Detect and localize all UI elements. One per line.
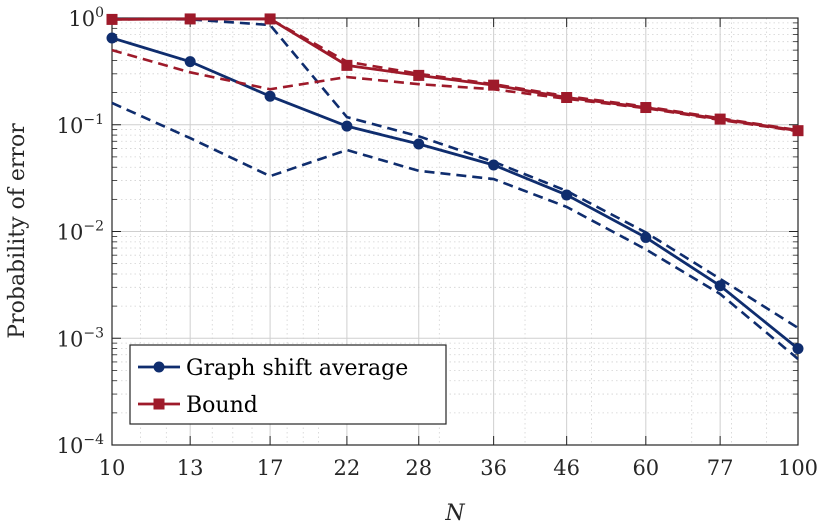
- data-point-bound: [714, 113, 726, 125]
- data-point-bound: [264, 13, 276, 25]
- data-point-graph-shift-average: [640, 231, 652, 243]
- y-tick-label: 10−1: [57, 112, 104, 138]
- data-point-graph-shift-average: [792, 343, 804, 355]
- x-tick-label: 13: [177, 456, 204, 480]
- data-point-graph-shift-average: [106, 32, 118, 44]
- data-point-graph-shift-average: [488, 159, 500, 171]
- x-tick-label: 10: [99, 456, 126, 480]
- x-tick-label: 22: [334, 456, 361, 480]
- x-tick-label: 36: [480, 456, 507, 480]
- x-tick-label: 28: [405, 456, 432, 480]
- series-lower-graph-shift-average: [111, 101, 799, 360]
- x-axis-title: N: [444, 501, 465, 526]
- series-lower-bound: [111, 48, 799, 133]
- data-point-bound: [792, 125, 804, 137]
- series-upper-graph-shift-average: [111, 17, 799, 330]
- legend-label-bound: Bound: [186, 393, 258, 418]
- data-point-bound: [561, 91, 573, 103]
- data-point-bound: [184, 13, 196, 25]
- y-tick-label: 10−2: [57, 219, 104, 245]
- data-point-graph-shift-average: [184, 56, 196, 68]
- data-point-graph-shift-average: [264, 90, 276, 102]
- x-tick-label: 60: [632, 456, 659, 480]
- series-line-graph-shift-average: [111, 36, 799, 350]
- y-tick-label: 100: [68, 5, 104, 31]
- series-upper-bound: [111, 17, 799, 132]
- legend-marker-graph-shift-average: [153, 361, 165, 373]
- data-point-bound: [106, 13, 118, 25]
- x-tick-label: 46: [553, 456, 580, 480]
- legend-box: [129, 344, 447, 425]
- x-tick-label: 17: [257, 456, 284, 480]
- data-point-bound: [640, 102, 652, 114]
- series-layer: [106, 13, 804, 360]
- y-axis-title: Probability of error: [5, 123, 30, 339]
- data-point-bound: [413, 69, 425, 81]
- data-point-graph-shift-average: [561, 189, 573, 201]
- data-point-graph-shift-average: [341, 120, 353, 132]
- y-tick-label: 10−3: [57, 325, 104, 351]
- tick-labels: 100 10−1 10−2 10−3 10−410 13 17 22 28 36 46 60 77 100: [57, 5, 818, 480]
- legend-label-graph-shift-average: Graph shift average: [186, 356, 408, 381]
- data-point-graph-shift-average: [714, 280, 726, 292]
- legend-marker-bound: [153, 398, 165, 410]
- data-point-graph-shift-average: [413, 138, 425, 150]
- data-point-bound: [488, 79, 500, 91]
- series-line-bound: [111, 17, 799, 133]
- data-point-bound: [341, 59, 353, 71]
- y-tick-label: 10−4: [57, 432, 104, 458]
- x-tick-label: 100: [778, 456, 818, 480]
- x-tick-label: 77: [707, 456, 734, 480]
- legend: Graph shift average Bound: [129, 344, 447, 425]
